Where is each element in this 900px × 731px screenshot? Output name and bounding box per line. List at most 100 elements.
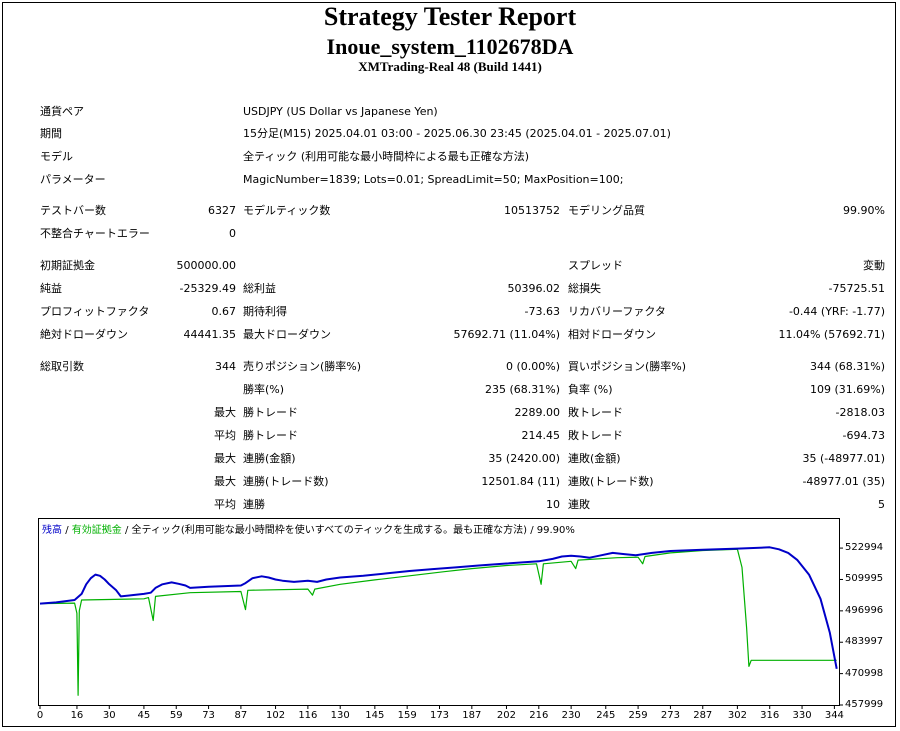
x-tick-label: 0 bbox=[36, 710, 44, 721]
setting-params-label: パラメーター bbox=[40, 173, 106, 186]
avg-loss-value: -694.73 bbox=[842, 429, 885, 442]
x-tick-label: 159 bbox=[397, 710, 417, 721]
x-tick-label: 344 bbox=[824, 710, 844, 721]
setting-symbol-value: USDJPY (US Dollar vs Japanese Yen) bbox=[243, 105, 438, 118]
legend-balance: 残高 bbox=[42, 525, 62, 536]
setting-params-value: MagicNumber=1839; Lots=0.01; SpreadLimit… bbox=[243, 173, 624, 186]
long-value: 344 (68.31%) bbox=[809, 360, 885, 373]
ticks-label: モデルティック数 bbox=[243, 204, 331, 217]
x-tick-label: 216 bbox=[529, 710, 549, 721]
consec-loss-amt-label: 連敗(金額) bbox=[568, 452, 621, 465]
y-tick-label: 470998 bbox=[845, 667, 884, 679]
short-label: 売りポジション(勝率%) bbox=[243, 360, 362, 373]
pf-label: プロフィットファクタ bbox=[40, 305, 150, 318]
avg-win-label: 勝トレード bbox=[243, 429, 298, 442]
setting-symbol-label: 通貨ペア bbox=[40, 105, 84, 118]
rel-dd-value: 11.04% (57692.71) bbox=[778, 328, 885, 341]
rel-dd-label: 相対ドローダウン bbox=[568, 328, 656, 341]
ticks-value: 10513752 bbox=[504, 204, 560, 217]
x-tick-label: 245 bbox=[596, 710, 616, 721]
avg-consec-loss-label: 連敗 bbox=[568, 498, 590, 511]
trades-label: 総取引数 bbox=[40, 360, 84, 373]
largest-loss-value: -2818.03 bbox=[835, 406, 885, 419]
win-rate-label: 勝率(%) bbox=[243, 383, 285, 396]
x-tick-label: 230 bbox=[561, 710, 581, 721]
report-server: XMTrading-Real 48 (Build 1441) bbox=[358, 59, 542, 74]
mismatch-label: 不整合チャートエラー bbox=[40, 227, 150, 240]
consec-win-amt-value: 35 (2420.00) bbox=[488, 452, 560, 465]
x-tick-label: 187 bbox=[462, 710, 482, 721]
setting-period-value: 15分足(M15) 2025.04.01 03:00 - 2025.06.30 … bbox=[243, 127, 671, 140]
x-tick-label: 287 bbox=[693, 710, 713, 721]
loss-rate-label: 負率 (%) bbox=[568, 383, 613, 396]
expected-value: -73.63 bbox=[524, 305, 560, 318]
report-subtitle: Inoue_system_1102678DA bbox=[326, 34, 574, 59]
setting-period-label: 期間 bbox=[40, 127, 62, 140]
long-label: 買いポジション(勝率%) bbox=[568, 360, 687, 373]
gross-loss-value: -75725.51 bbox=[828, 282, 885, 295]
x-tick-label: 87 bbox=[234, 710, 248, 721]
bars-label: テストバー数 bbox=[40, 204, 106, 217]
deposit-label: 初期証拠金 bbox=[40, 259, 95, 272]
gross-loss-label: 総損失 bbox=[568, 282, 601, 295]
report-title: Strategy Tester Report bbox=[323, 2, 577, 31]
x-tick-label: 202 bbox=[496, 710, 516, 721]
abs-dd-value: 44441.35 bbox=[183, 328, 237, 341]
avg-win-value: 214.45 bbox=[521, 429, 561, 442]
x-tick-label: 273 bbox=[660, 710, 680, 721]
recovery-value: -0.44 (YRF: -1.77) bbox=[788, 305, 885, 318]
x-tick-label: 130 bbox=[330, 710, 350, 721]
x-tick-label: 145 bbox=[365, 710, 385, 721]
spread-value: 変動 bbox=[863, 259, 885, 272]
avg-consec-win-label: 連勝 bbox=[243, 498, 265, 511]
max-word-2: 最大 bbox=[214, 452, 236, 465]
setting-model-label: モデル bbox=[40, 150, 73, 163]
short-value: 0 (0.00%) bbox=[505, 360, 560, 373]
recovery-label: リカバリーファクタ bbox=[568, 305, 666, 318]
y-tick-label: 483997 bbox=[845, 636, 884, 648]
quality-value: 99.90% bbox=[843, 204, 885, 217]
chart-legend: 残高 / 有効証拠金 / 全ティック(利用可能な最小時間枠を使いすべてのティック… bbox=[42, 525, 575, 536]
x-tick-label: 102 bbox=[265, 710, 286, 721]
win-rate-value: 235 (68.31%) bbox=[484, 383, 560, 396]
pf-value: 0.67 bbox=[211, 305, 237, 318]
abs-dd-label: 絶対ドローダウン bbox=[40, 328, 128, 341]
y-tick-label: 457999 bbox=[845, 699, 884, 710]
expected-label: 期待利得 bbox=[243, 305, 287, 318]
x-tick-label: 45 bbox=[137, 710, 151, 721]
loss-rate-value: 109 (31.69%) bbox=[809, 383, 885, 396]
spread-label: スプレッド bbox=[568, 259, 623, 272]
balance-line bbox=[39, 546, 838, 669]
avg-consec-loss-value: 5 bbox=[878, 498, 885, 511]
x-tick-label: 259 bbox=[628, 710, 648, 721]
avg-word-1: 平均 bbox=[214, 429, 236, 442]
consec-win-amt-label: 連勝(金額) bbox=[243, 452, 296, 465]
bars-value: 6327 bbox=[208, 204, 236, 217]
x-tick-label: 116 bbox=[298, 710, 318, 721]
gross-profit-label: 総利益 bbox=[243, 282, 276, 295]
y-tick-label: 509995 bbox=[845, 573, 884, 585]
largest-win-label: 勝トレード bbox=[243, 406, 298, 419]
consec-loss-amt-value: 35 (-48977.01) bbox=[802, 452, 885, 465]
legend-quality: 99.90% bbox=[536, 525, 575, 536]
consec-loss-trd-value: -48977.01 (35) bbox=[802, 475, 885, 488]
largest-win-value: 2289.00 bbox=[514, 406, 561, 419]
avg-consec-win-value: 10 bbox=[546, 498, 560, 511]
y-tick-label: 496996 bbox=[845, 604, 884, 616]
net-value: -25329.49 bbox=[179, 282, 236, 295]
y-tick-label: 522994 bbox=[845, 542, 884, 554]
quality-label: モデリング品質 bbox=[568, 204, 645, 217]
net-label: 純益 bbox=[40, 282, 62, 295]
largest-loss-label: 敗トレード bbox=[568, 406, 623, 419]
max-dd-label: 最大ドローダウン bbox=[243, 328, 331, 341]
max-dd-value: 57692.71 (11.04%) bbox=[453, 328, 560, 341]
x-tick-label: 30 bbox=[102, 710, 116, 721]
max-word-1: 最大 bbox=[214, 406, 236, 419]
trades-value: 344 bbox=[215, 360, 236, 373]
avg-loss-label: 敗トレード bbox=[568, 429, 623, 442]
max-word-3: 最大 bbox=[214, 475, 236, 488]
setting-model-value: 全ティック (利用可能な最小時間枠による最も正確な方法) bbox=[243, 150, 530, 163]
x-tick-label: 316 bbox=[760, 710, 780, 721]
